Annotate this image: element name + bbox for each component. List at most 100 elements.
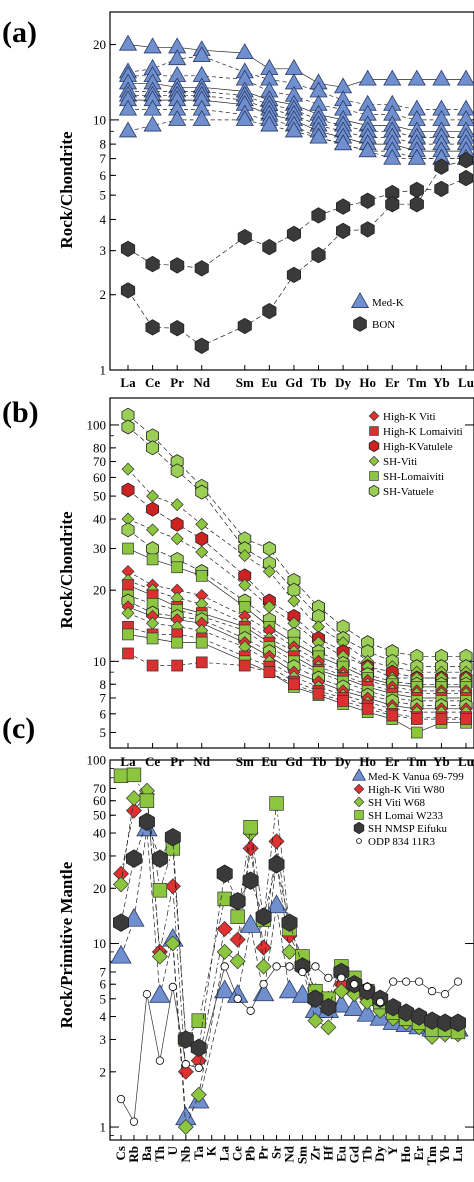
data-point	[121, 419, 135, 435]
data-point	[285, 962, 294, 971]
y-tick-label: 40	[93, 512, 106, 527]
legend: High-K Viti High-K Lomaiviti High-KVatulel…	[368, 410, 463, 498]
x-tick-label: Gd	[346, 1145, 361, 1163]
y-tick-label: 20	[93, 37, 106, 52]
x-tick-label: Y	[385, 1145, 400, 1155]
y-tick-label: 40	[93, 826, 106, 841]
data-point	[230, 909, 245, 924]
legend-item: SH Viti W68	[353, 796, 425, 809]
y-tick-label: 30	[93, 541, 106, 556]
data-point	[146, 616, 160, 630]
data-point	[195, 484, 209, 500]
y-tick-label: 80	[93, 440, 106, 455]
data-point	[410, 713, 423, 725]
data-point	[194, 260, 209, 277]
data-point	[126, 767, 142, 783]
legend-marker	[369, 471, 379, 481]
data-point	[170, 320, 185, 337]
x-tick-label: Ce	[230, 1146, 245, 1161]
x-tick-label: Yb	[433, 375, 450, 390]
data-point	[216, 943, 233, 960]
legend-marker	[353, 783, 365, 795]
data-point	[237, 317, 252, 335]
data-point	[235, 43, 254, 60]
legend-item: High-KVatulele	[368, 439, 453, 453]
data-point	[262, 302, 277, 320]
data-point	[432, 69, 451, 86]
data-point	[194, 1063, 203, 1073]
data-point	[360, 192, 375, 209]
data-point	[252, 982, 275, 1002]
data-point	[356, 1002, 378, 1022]
data-point	[168, 982, 177, 992]
data-point	[171, 659, 184, 672]
x-tick-label: Ho	[359, 754, 376, 769]
legend-label: SH Viti W68	[368, 797, 425, 809]
legend-item: SH-Vatuele	[368, 484, 434, 498]
x-tick-label: Hf	[320, 1145, 335, 1160]
x-tick-label: Tb	[311, 375, 327, 390]
x-tick-label: La	[120, 375, 136, 390]
data-point	[164, 827, 181, 847]
x-tick-label: Rb	[126, 1146, 141, 1163]
y-tick-label: 5	[100, 991, 107, 1006]
data-point	[168, 49, 187, 66]
data-point	[122, 628, 134, 641]
y-tick-label: 70	[93, 781, 106, 796]
y-axis-title: Rock/Chondrite	[57, 131, 76, 249]
x-tick-label: Dy	[335, 375, 351, 390]
data-point	[121, 482, 135, 498]
x-tick-label: Er	[411, 1146, 426, 1161]
data-point	[126, 849, 142, 868]
y-tick-label: 100	[87, 753, 107, 768]
y-tick-label: 60	[93, 470, 106, 485]
legend-marker	[353, 821, 365, 835]
data-point	[152, 883, 168, 898]
y-tick-label: 50	[93, 489, 106, 504]
data-point	[243, 820, 258, 835]
data-point	[170, 498, 184, 512]
data-point	[363, 982, 372, 992]
data-point	[195, 517, 209, 531]
x-tick-label: Sm	[294, 1146, 309, 1164]
legend-label: High-K Viti W80	[368, 784, 445, 796]
x-tick-label: Ce	[145, 375, 160, 390]
y-tick-label: 6	[100, 977, 107, 992]
data-point	[398, 1003, 415, 1022]
data-point	[120, 282, 136, 299]
x-tick-label: Ba	[139, 1146, 154, 1162]
data-point	[177, 1030, 194, 1049]
legend-label: ODP 834 11R3	[368, 836, 436, 848]
data-point	[311, 207, 326, 224]
data-point	[142, 989, 152, 999]
x-tick-label: Dy	[372, 1146, 387, 1162]
series-line	[128, 75, 466, 121]
x-tick-label: U	[165, 1145, 180, 1155]
data-point	[434, 158, 449, 175]
x-tick-label: Ce	[145, 754, 160, 769]
panel-a: 1 2 3 4 5 6 78 10 20 La Ce Pr Nd Sm Eu Gd Tb Dy Ho Er Tm Yb Lu…	[2, 11, 474, 390]
x-tick-label: Sr	[269, 1146, 284, 1159]
data-point	[460, 713, 472, 725]
data-point	[195, 531, 209, 547]
y-tick-label: 8	[100, 677, 107, 692]
legend-item: Med-K Vanua 69-799	[351, 768, 464, 783]
data-point	[255, 907, 272, 926]
data-point	[281, 913, 298, 932]
legend-marker	[368, 455, 380, 467]
legend-label: BON	[372, 319, 395, 331]
legend-item: High-K Lomaiviti	[369, 426, 463, 438]
data-point	[145, 319, 160, 336]
data-point	[155, 1056, 165, 1065]
x-tick-label: Sm	[236, 754, 254, 769]
x-tick-label: Pb	[243, 1146, 258, 1161]
series-bon	[120, 169, 474, 277]
data-point	[407, 148, 426, 165]
data-point	[312, 687, 325, 700]
x-tick-label: Dy	[335, 754, 351, 769]
x-tick-label: Yb	[437, 1146, 452, 1163]
series-line	[120, 793, 458, 1073]
panel-label: (b)	[2, 396, 39, 429]
x-tick-label: Pr	[170, 754, 184, 769]
x-tick-label: Eu	[261, 754, 277, 769]
